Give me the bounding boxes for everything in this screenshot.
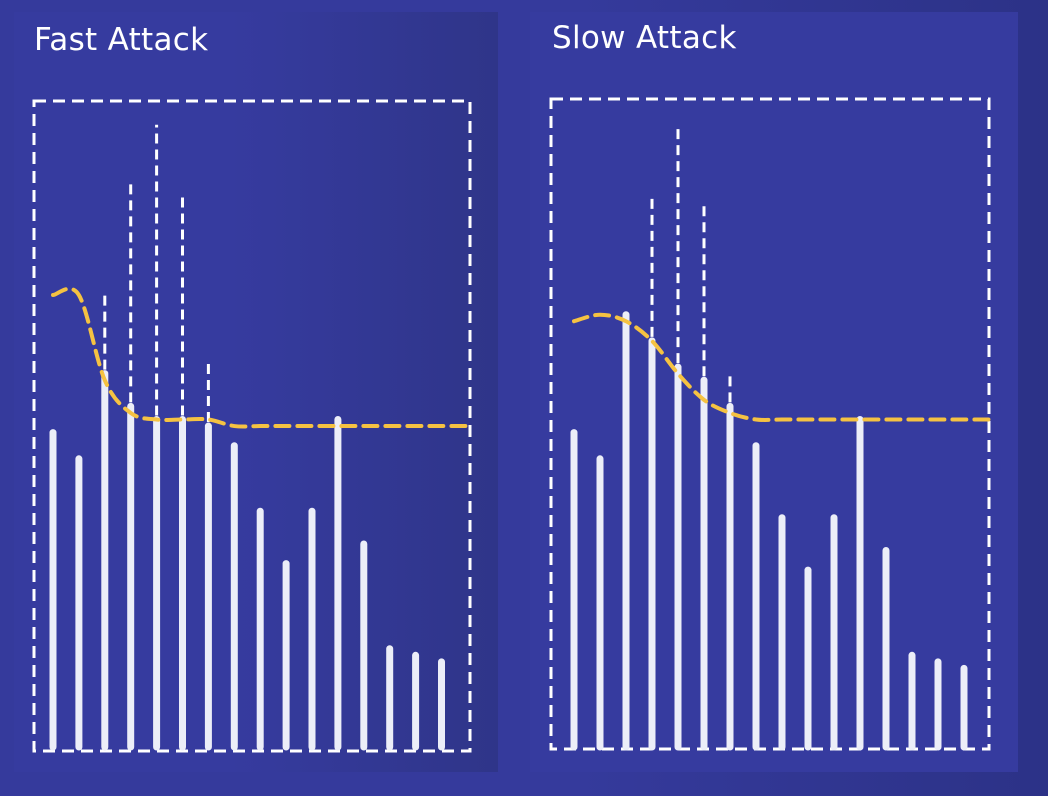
- fast-attack-panel: Fast Attack: [14, 12, 498, 772]
- envelope-line: [572, 312, 992, 422]
- plot-frame: [32, 99, 472, 753]
- chart-title: Slow Attack: [552, 20, 737, 56]
- plot-frame: [549, 97, 991, 751]
- envelope-line: [51, 286, 470, 429]
- slow-attack-chart: [549, 97, 992, 751]
- chart-title: Fast Attack: [34, 22, 209, 58]
- slow-attack-panel: Slow Attack: [530, 12, 1018, 772]
- fast-attack-chart: [32, 99, 472, 753]
